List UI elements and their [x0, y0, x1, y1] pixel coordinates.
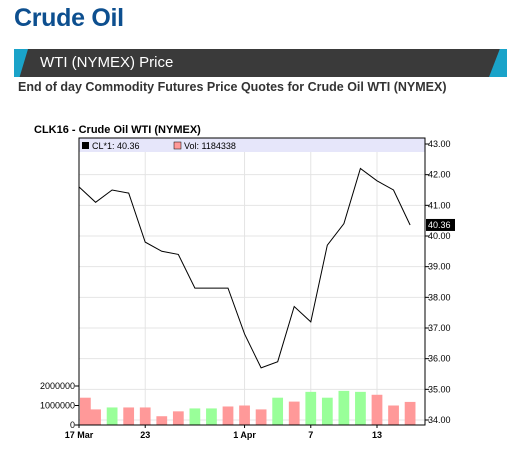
chart-axes: 34.00 35.00 36.00 37.00 38.00 39.00 40.00 41.00…: [40, 138, 455, 440]
price-tick-label: 35.00: [428, 384, 451, 394]
volume-bar: [372, 395, 383, 425]
volume-bar: [173, 411, 184, 425]
banner-accent-left: [14, 49, 28, 77]
volume-bar: [206, 408, 217, 425]
banner-accent-right: [489, 49, 507, 77]
volume-bar: [305, 392, 316, 425]
price-tick-label: 43.00: [428, 139, 451, 149]
volume-bar: [322, 398, 333, 425]
volume-bar: [190, 408, 201, 425]
x-tick-label: 1 Apr: [233, 430, 256, 440]
volume-bar: [272, 398, 283, 425]
price-tick-label: 34.00: [428, 415, 451, 425]
section-banner: WTI (NYMEX) Price: [14, 49, 507, 77]
volume-bar: [123, 407, 134, 425]
page-subtitle: End of day Commodity Futures Price Quote…: [18, 80, 447, 94]
price-tick-label: 39.00: [428, 262, 451, 272]
volume-bar: [339, 391, 350, 425]
volume-bar: [239, 406, 250, 426]
price-tick-label: 38.00: [428, 292, 451, 302]
volume-tick-label: 0: [70, 420, 75, 430]
price-volume-chart: CLK16 - Crude Oil WTI (NYMEX) CL*1: 40.3…: [0, 118, 513, 454]
volume-bar: [156, 416, 167, 425]
x-tick-label: 23: [140, 430, 150, 440]
price-tick-label: 40.00: [428, 231, 451, 241]
x-tick-label: 7: [308, 430, 313, 440]
volume-bar: [80, 398, 91, 425]
volume-bar: [107, 407, 118, 425]
x-tick-label: 17 Mar: [65, 430, 94, 440]
chart-grid: [79, 144, 425, 425]
price-tick-label: 37.00: [428, 323, 451, 333]
price-tick-label: 41.00: [428, 200, 451, 210]
x-tick-label: 13: [372, 430, 382, 440]
volume-bars: [80, 391, 415, 425]
volume-bar: [256, 409, 267, 425]
volume-tick-label: 1000000: [40, 401, 75, 411]
volume-bar: [90, 409, 101, 425]
volume-bar: [405, 402, 416, 425]
volume-bar: [223, 406, 234, 425]
page-title: Crude Oil: [14, 4, 124, 33]
volume-legend-swatch: [174, 142, 181, 149]
price-legend-swatch: [82, 142, 89, 149]
banner-title: WTI (NYMEX) Price: [40, 54, 173, 71]
price-tick-label: 36.00: [428, 354, 451, 364]
volume-bar: [140, 407, 151, 425]
volume-tick-label: 2000000: [40, 381, 75, 391]
price-tick-label: 42.00: [428, 170, 451, 180]
plot-frame: [79, 138, 425, 425]
volume-legend-label: Vol: 1184338: [184, 141, 236, 151]
chart-legend: CL*1: 40.36 Vol: 1184338: [79, 138, 425, 152]
last-price-label: 40.36: [428, 220, 451, 230]
chart-title: CLK16 - Crude Oil WTI (NYMEX): [34, 124, 201, 136]
volume-bar: [289, 402, 300, 425]
volume-bar: [355, 392, 366, 425]
volume-bar: [388, 406, 399, 426]
price-legend-label: CL*1: 40.36: [92, 141, 140, 151]
